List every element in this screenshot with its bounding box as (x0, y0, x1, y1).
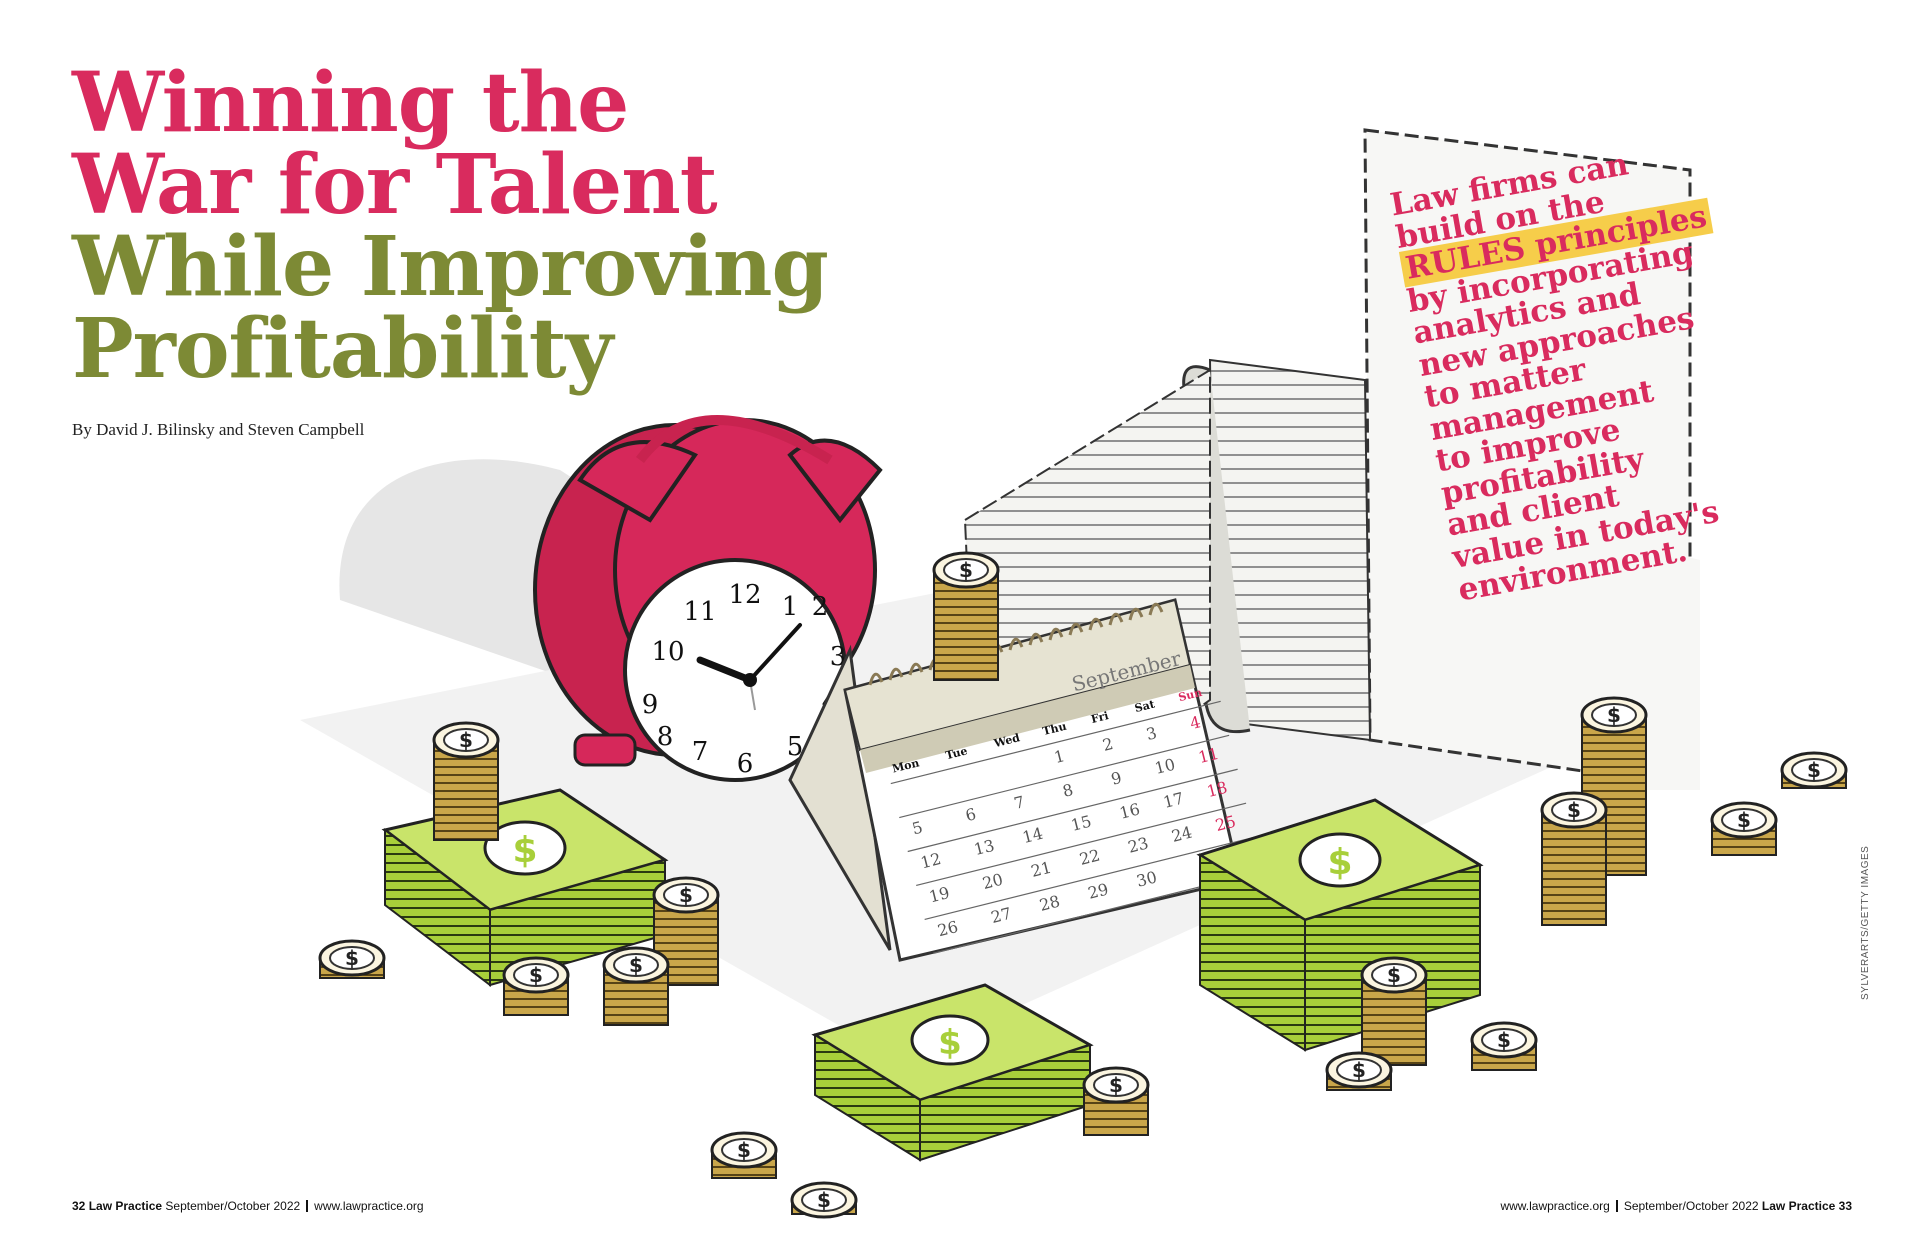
svg-text:$: $ (1327, 842, 1352, 883)
calendar-date: 24 (1170, 822, 1194, 845)
byline: By David J. Bilinsky and Steven Campbell (72, 420, 365, 439)
clock-numeral: 1 (782, 592, 799, 622)
calendar-date: 8 (1061, 780, 1075, 801)
folio-right: www.lawpractice.org September/October 202… (1500, 1199, 1852, 1213)
calendar-date: 18 (1205, 778, 1229, 801)
clock-numerals: 12 1 2 3 4 5 6 7 8 9 10 11 (642, 580, 847, 779)
headline-line-4: Profitability (72, 301, 613, 397)
calendar-date: 14 (1021, 824, 1045, 847)
calendar-date: 11 (1196, 744, 1220, 767)
calendar-weekday: Sun (1177, 686, 1203, 704)
calendar-weekday: Mon (891, 756, 921, 775)
calendar-date: 12 (919, 849, 943, 872)
calendar-date: 26 (936, 917, 960, 940)
magazine-name-left: Law Practice (88, 1199, 163, 1213)
desk-calendar-illustration: September Mon Tue Wed Thu Fri Sat Sun 1 … (788, 598, 1264, 962)
website-link-left[interactable]: www.lawpractice.org (314, 1199, 424, 1213)
calendar-date: 5 (910, 818, 924, 839)
calendar-weekday: Tue (944, 744, 969, 762)
calendar-date: 30 (1134, 867, 1158, 890)
photo-credit: SYLVERARTS/GETTY IMAGES (1860, 845, 1871, 1000)
calendar-date: 1 (1052, 746, 1066, 767)
page-number-left: 32 (72, 1199, 86, 1213)
calendar-date: 10 (1153, 755, 1177, 778)
headline-line-1: Winning the (72, 55, 629, 151)
calendar-date: 13 (972, 836, 996, 859)
clock-numeral: 9 (642, 690, 659, 720)
calendar-date: 3 (1144, 723, 1158, 744)
folio-divider (306, 1200, 309, 1212)
clock-numeral: 11 (683, 597, 716, 627)
calendar-weekday: Wed (992, 731, 1022, 750)
calendar-date: 17 (1161, 789, 1185, 812)
clock-numeral: 10 (651, 637, 684, 667)
headline-line-2: War for Talent (72, 137, 718, 233)
calendar-date: 28 (1037, 892, 1061, 915)
calendar-weekday: Fri (1090, 709, 1110, 726)
calendar-date: 23 (1126, 833, 1150, 856)
folio-divider (1615, 1200, 1618, 1212)
coin-stacks (318, 551, 1848, 1219)
calendar-date: 7 (1012, 792, 1026, 813)
alarm-clock-illustration: 12 1 2 3 4 5 6 7 8 9 10 11 (533, 415, 883, 782)
calendar-date: 25 (1213, 812, 1237, 835)
clock-numeral: 7 (692, 737, 709, 767)
calendar-date: 16 (1118, 799, 1142, 822)
calendar-weekday: Thu (1041, 720, 1068, 738)
calendar-date: 4 (1188, 712, 1202, 733)
headline-line-3: While Improving (72, 219, 829, 315)
calendar-date: 6 (964, 804, 978, 825)
magazine-name-right: Law Practice (1761, 1199, 1836, 1213)
calendar-date: 2 (1101, 734, 1115, 755)
calendar-date: 29 (1086, 879, 1110, 902)
calendar-weekday: Sat (1133, 697, 1157, 715)
calendar-dates: 1 2 3 4 5 6 7 8 9 10 11 12 13 14 15 16 1… (910, 712, 1238, 940)
folio-left: 32 Law Practice September/October 2022 ww… (72, 1199, 424, 1213)
clock-numeral: 5 (787, 732, 804, 762)
issue-date-right: September/October 2022 (1623, 1199, 1759, 1213)
svg-text:$: $ (512, 830, 537, 871)
calendar-date: 9 (1109, 768, 1123, 789)
calendar-date: 20 (980, 870, 1004, 893)
issue-date-left: September/October 2022 (165, 1199, 301, 1213)
article-headline: Winning the War for Talent While Improvi… (72, 55, 829, 397)
calendar-date: 15 (1069, 812, 1093, 835)
clock-numeral: 8 (657, 722, 674, 752)
calendar-weekdays: Mon Tue Wed Thu Fri Sat Sun (891, 686, 1204, 776)
clock-numeral: 12 (728, 580, 761, 610)
calendar-date: 19 (927, 883, 951, 906)
svg-text:$: $ (938, 1023, 962, 1063)
website-link-right[interactable]: www.lawpractice.org (1500, 1199, 1610, 1213)
calendar-date: 22 (1077, 845, 1101, 868)
calendar-date: 21 (1029, 858, 1053, 881)
calendar-date: 27 (989, 904, 1013, 927)
clock-numeral: 6 (737, 749, 754, 779)
page-number-right: 33 (1838, 1199, 1852, 1213)
clock-numeral: 2 (812, 592, 829, 622)
